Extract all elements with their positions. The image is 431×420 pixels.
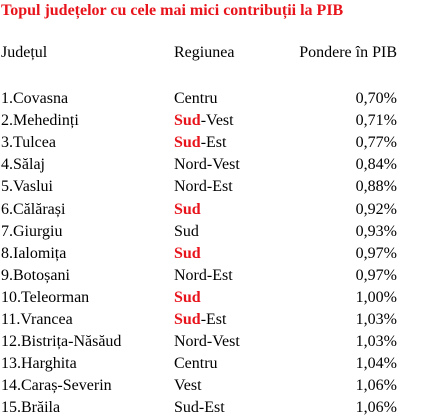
region-cell: Sud-Vest xyxy=(174,111,234,130)
share-cell: 0,92% xyxy=(355,201,397,218)
county-cell: 1.Covasna xyxy=(1,90,69,107)
county-cell: 3.Tulcea xyxy=(1,134,56,151)
region-cell: Nord-Est xyxy=(174,177,233,196)
share-cell: 0,77% xyxy=(355,134,397,151)
table-row: 4.Sălaj Nord-Vest 0,84% xyxy=(0,155,431,177)
table-row: 7.Giurgiu Sud 0,93% xyxy=(0,222,431,244)
county-cell: 7.Giurgiu xyxy=(1,223,63,240)
region-cell: Sud-Est xyxy=(174,398,225,417)
share-cell: 1,04% xyxy=(355,355,397,372)
county-cell: 12.Bistrița-Năsăud xyxy=(1,333,122,350)
share-cell: 1,00% xyxy=(355,289,397,306)
table-row: 5.Vaslui Nord-Est 0,88% xyxy=(0,177,431,199)
header-region: Regiunea xyxy=(174,44,235,61)
share-cell: 0,97% xyxy=(355,245,397,262)
table-row: 3.Tulcea Sud-Est 0,77% xyxy=(0,133,431,155)
region-cell: Sud xyxy=(174,222,199,241)
county-cell: 8.Ialomița xyxy=(1,245,67,262)
share-cell: 1,03% xyxy=(355,311,397,328)
region-text: Nord-Vest xyxy=(174,156,240,173)
region-cell: Nord-Vest xyxy=(174,332,240,351)
region-text: Centru xyxy=(174,90,218,107)
table-row: 13.Harghita Centru 1,04% xyxy=(0,354,431,376)
share-cell: 0,84% xyxy=(355,156,397,173)
share-cell: 1,03% xyxy=(355,333,397,350)
table-row: 1.Covasna Centru 0,70% xyxy=(0,89,431,111)
table-row: 11.Vrancea Sud-Est 1,03% xyxy=(0,310,431,332)
region-highlight: Sud xyxy=(174,245,201,262)
county-cell: 13.Harghita xyxy=(1,355,77,372)
county-cell: 4.Sălaj xyxy=(1,156,45,173)
region-cell: Vest xyxy=(174,376,202,395)
county-cell: 5.Vaslui xyxy=(1,178,53,195)
region-text: Vest xyxy=(174,377,202,394)
share-cell: 0,97% xyxy=(355,267,397,284)
county-cell: 14.Caraș-Severin xyxy=(1,377,112,394)
region-text: Centru xyxy=(174,355,218,372)
region-cell: Sud xyxy=(174,244,201,263)
table-row: 10.Teleorman Sud 1,00% xyxy=(0,288,431,310)
region-highlight: Sud xyxy=(174,112,201,129)
share-cell: 0,88% xyxy=(355,178,397,195)
share-cell: 0,71% xyxy=(355,112,397,129)
county-cell: 11.Vrancea xyxy=(1,311,73,328)
table-row: 12.Bistrița-Năsăud Nord-Vest 1,03% xyxy=(0,332,431,354)
region-highlight: Sud xyxy=(174,134,201,151)
page-title: Topul județelor cu cele mai mici contrib… xyxy=(1,2,344,19)
region-highlight: Sud xyxy=(174,311,201,328)
table-row: 14.Caraș-Severin Vest 1,06% xyxy=(0,376,431,398)
county-cell: 6.Călărași xyxy=(1,201,66,218)
region-text: Nord-Est xyxy=(174,178,233,195)
region-cell: Centru xyxy=(174,354,218,373)
table-row: 2.Mehedinți Sud-Vest 0,71% xyxy=(0,111,431,133)
table-row: 15.Brăila Sud-Est 1,06% xyxy=(0,398,431,420)
region-cell: Sud xyxy=(174,200,201,219)
header-county: Județul xyxy=(1,44,48,61)
region-text: Nord-Vest xyxy=(174,333,240,350)
region-cell: Centru xyxy=(174,89,218,108)
table-row: 8.Ialomița Sud 0,97% xyxy=(0,244,431,266)
region-text: -Est xyxy=(200,311,227,328)
region-cell: Nord-Vest xyxy=(174,155,240,174)
region-cell: Sud xyxy=(174,288,201,307)
county-cell: 9.Botoșani xyxy=(1,267,70,284)
region-highlight: Sud xyxy=(174,201,201,218)
share-cell: 0,70% xyxy=(355,90,397,107)
region-text: -Vest xyxy=(200,112,234,129)
county-cell: 10.Teleorman xyxy=(1,289,90,306)
region-text: Nord-Est xyxy=(174,267,233,284)
share-cell: 0,93% xyxy=(355,223,397,240)
region-cell: Nord-Est xyxy=(174,266,233,285)
share-cell: 1,06% xyxy=(355,377,397,394)
region-cell: Sud-Est xyxy=(174,133,226,152)
header-share: Pondere în PIB xyxy=(299,44,397,61)
county-cell: 15.Brăila xyxy=(1,399,61,416)
region-text: -Est xyxy=(200,134,227,151)
table-row: 6.Călărași Sud 0,92% xyxy=(0,200,431,222)
county-cell: 2.Mehedinți xyxy=(1,112,79,129)
region-text: Sud xyxy=(174,223,199,240)
share-cell: 1,06% xyxy=(355,399,397,416)
region-highlight: Sud xyxy=(174,289,201,306)
table-row: 9.Botoșani Nord-Est 0,97% xyxy=(0,266,431,288)
region-text: Sud-Est xyxy=(174,399,225,416)
region-cell: Sud-Est xyxy=(174,310,226,329)
